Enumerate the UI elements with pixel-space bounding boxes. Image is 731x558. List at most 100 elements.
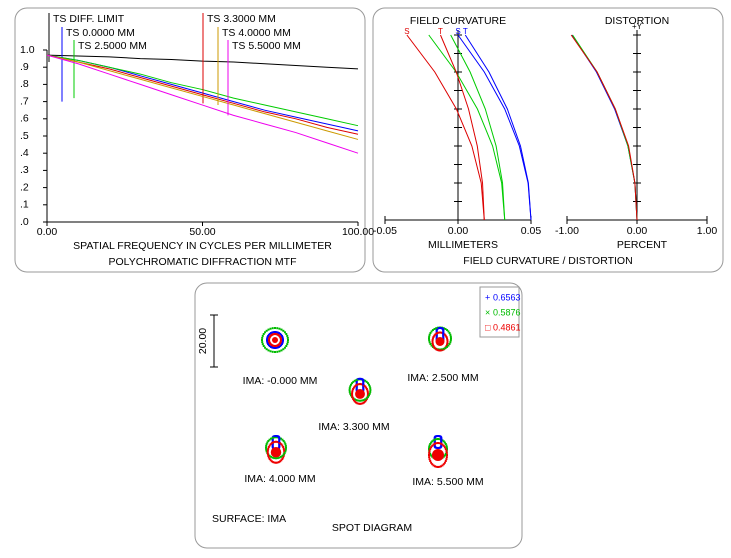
spot-ray	[440, 438, 443, 441]
spot-ray	[261, 339, 263, 341]
spot-ray	[362, 383, 365, 386]
curve	[570, 34, 638, 221]
spot-ray	[280, 343, 283, 345]
spot-ray	[274, 327, 276, 329]
spot-ray	[428, 333, 431, 336]
spot-ray	[429, 448, 432, 450]
spot-ray	[269, 350, 272, 353]
spot-ray	[446, 454, 448, 456]
spot-ray	[435, 334, 438, 336]
spot-ray	[270, 437, 272, 440]
spot-ray	[435, 465, 438, 468]
y-tick-label: .0	[20, 216, 29, 228]
spot-ray	[278, 443, 281, 446]
x-axis-label: MILLIMETERS	[428, 239, 498, 251]
spot-ray	[268, 438, 271, 441]
spot-ray	[284, 448, 287, 451]
spot-ray	[271, 331, 274, 334]
spot-ray	[280, 455, 282, 458]
spot-ray	[369, 389, 372, 392]
spot-ray	[280, 349, 283, 352]
spot-ray	[431, 444, 434, 447]
spot-ray	[265, 329, 268, 332]
spot-ray	[441, 464, 444, 467]
curve-label: T	[438, 27, 443, 36]
spot-ray	[369, 390, 372, 393]
spot-ray	[360, 402, 363, 405]
chart-title: FIELD CURVATURE	[410, 15, 506, 27]
spot-ray	[266, 449, 269, 452]
spot-ray	[277, 461, 280, 464]
spot-ray	[270, 442, 273, 445]
spot-ray	[267, 454, 270, 457]
spot-ray	[365, 380, 368, 383]
spot-ray	[442, 336, 445, 339]
spot-ray	[364, 398, 367, 401]
spot-ray	[362, 401, 365, 404]
spot-ray	[268, 337, 271, 340]
legend-label: TS 2.5000 MM	[78, 40, 147, 52]
spot-ray	[282, 339, 284, 341]
spot-ray	[279, 340, 282, 343]
spot-ray	[271, 436, 274, 439]
spot-ray	[262, 345, 265, 347]
spot-ray	[281, 438, 284, 441]
legend-label: TS DIFF. LIMIT	[53, 13, 125, 25]
spot-ray	[442, 334, 445, 336]
spot-ray	[432, 464, 435, 467]
spot-ray	[276, 350, 279, 353]
spot-ray	[279, 336, 282, 339]
spot-ray	[262, 333, 265, 335]
spot-ray	[355, 399, 358, 402]
spot-core	[432, 449, 444, 461]
spot-ray	[361, 402, 364, 405]
spot-ray	[357, 383, 360, 386]
spot-ray	[348, 389, 351, 392]
spot-ray	[269, 327, 272, 330]
spot-ray	[270, 455, 272, 458]
spot-ray	[353, 385, 356, 388]
spot-ray	[275, 440, 277, 443]
spot-ray	[443, 441, 446, 444]
x-axis-label: PERCENT	[617, 239, 668, 251]
x-axis-label: SPATIAL FREQUENCY IN CYCLES PER MILLIMET…	[73, 240, 332, 252]
spot-ray	[271, 444, 274, 447]
spot-ray	[351, 389, 354, 392]
spot-ray	[276, 346, 279, 349]
spot-ray	[446, 343, 449, 346]
y-tick-label: .8	[20, 78, 29, 90]
mtf-curve	[46, 54, 359, 140]
spot-ray	[266, 336, 269, 339]
spot-ray	[444, 443, 447, 445]
spot-ray	[435, 438, 438, 441]
curve-label: S	[455, 27, 460, 36]
spot-ray	[279, 337, 282, 340]
spot-ray	[360, 383, 363, 386]
spot-ray	[352, 397, 355, 400]
spot-ray	[428, 337, 430, 340]
spot-ray	[280, 335, 283, 337]
spot-ray	[275, 333, 278, 336]
spot-ray	[448, 343, 451, 345]
spot-ray	[282, 456, 285, 459]
spot-ray	[439, 327, 441, 329]
spot-ray	[362, 385, 365, 388]
spot-ray	[349, 383, 352, 386]
spot-ray	[267, 335, 270, 337]
spot-ray	[284, 444, 287, 447]
legend-label: TS 0.0000 MM	[66, 27, 135, 39]
spot-ray	[279, 442, 282, 445]
spot-ray	[428, 448, 430, 450]
spot-ray	[446, 329, 449, 332]
spot-ray	[283, 449, 286, 452]
spot-ray	[272, 344, 275, 347]
spot-ray	[428, 451, 431, 454]
spot-ray	[429, 343, 432, 345]
spot-ray	[368, 394, 371, 397]
spot-ray	[437, 327, 440, 330]
spot-ray	[430, 454, 433, 457]
spot-ray	[285, 345, 288, 347]
spot-ray	[261, 341, 264, 344]
spot-ray	[429, 460, 432, 462]
